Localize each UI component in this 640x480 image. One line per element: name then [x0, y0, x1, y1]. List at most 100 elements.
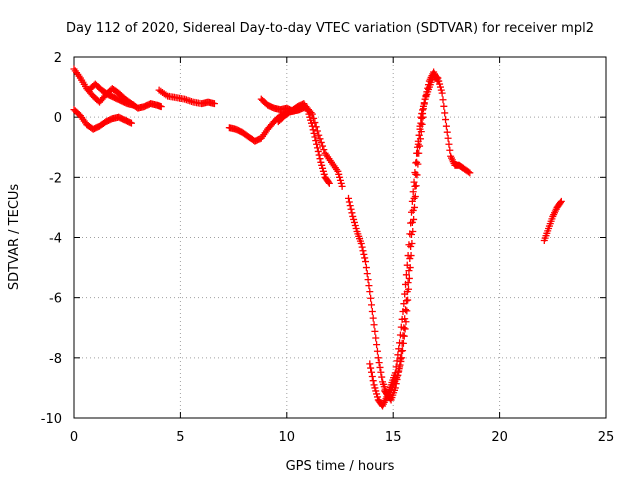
data-point-interpolated [437, 86, 445, 94]
data-point-interpolated [404, 296, 412, 304]
data-point-interpolated [409, 188, 417, 196]
data-point-interpolated [439, 96, 447, 104]
data-point [315, 131, 323, 139]
data-point-interpolated [375, 359, 383, 367]
axis-ticks: 0 5 10 15 20 25 -10 -8 -6 -4 -2 0 2 [41, 51, 615, 445]
data-point [357, 240, 365, 248]
data-point-interpolated [312, 137, 320, 145]
data-point-interpolated [425, 81, 433, 89]
data-point-interpolated [377, 368, 385, 376]
data-point-interpolated [372, 387, 380, 395]
data-point-interpolated [397, 357, 405, 365]
data-point-interpolated [367, 294, 375, 302]
series-arc-4 [155, 86, 218, 108]
data-point-interpolated [396, 331, 404, 339]
x-tick-label: 15 [385, 430, 402, 445]
data-point-interpolated [400, 332, 408, 340]
data-points [70, 65, 565, 410]
data-point-interpolated [317, 138, 325, 146]
data-point [438, 89, 446, 97]
data-point-interpolated [378, 373, 386, 381]
data-point-interpolated [307, 119, 315, 127]
data-point [345, 194, 353, 202]
data-point-interpolated [320, 170, 328, 178]
data-point-interpolated [310, 129, 318, 137]
data-point-interpolated [446, 146, 454, 154]
data-point-interpolated [305, 110, 313, 118]
data-point-interpolated [373, 347, 381, 355]
series-arc-11 [540, 197, 565, 245]
y-tick-label: -8 [49, 352, 62, 367]
data-point [317, 158, 325, 166]
data-point-interpolated [416, 142, 424, 150]
data-point-interpolated [405, 267, 413, 275]
data-point-interpolated [336, 176, 344, 184]
data-point-interpolated [405, 274, 413, 282]
x-tick-label: 0 [70, 430, 78, 445]
data-point [417, 119, 425, 127]
data-point-interpolated [407, 219, 415, 227]
x-tick-label: 10 [279, 430, 296, 445]
data-point-interpolated [436, 83, 444, 91]
data-point-interpolated [371, 384, 379, 392]
data-point-interpolated [347, 205, 355, 213]
y-tick-label: -2 [49, 171, 62, 186]
data-point-interpolated [444, 134, 452, 142]
data-point-interpolated [336, 173, 344, 181]
data-point-interpolated [424, 84, 432, 92]
data-point-interpolated [309, 126, 317, 134]
data-point-interpolated [395, 345, 403, 353]
data-point-interpolated [313, 144, 321, 152]
data-point-interpolated [369, 314, 377, 322]
data-point-interpolated [348, 209, 356, 217]
y-tick-label: -6 [49, 292, 62, 307]
data-point-interpolated [376, 363, 384, 371]
data-point [338, 182, 346, 190]
data-point-interpolated [364, 276, 372, 284]
data-point-interpolated [396, 361, 404, 369]
data-point [127, 119, 135, 127]
data-point-interpolated [394, 368, 402, 376]
data-point [157, 103, 165, 111]
data-point [410, 203, 418, 211]
data-point-interpolated [402, 271, 410, 279]
data-point [349, 212, 357, 220]
data-point [313, 140, 321, 148]
data-point-interpolated [368, 308, 376, 316]
series-arc-2 [70, 106, 135, 133]
data-point-interpolated [414, 160, 422, 168]
data-point-interpolated [350, 218, 358, 226]
data-point [308, 122, 316, 130]
data-point-interpolated [413, 171, 421, 179]
data-point-interpolated [316, 135, 324, 143]
data-point [415, 149, 423, 157]
data-point-interpolated [395, 365, 403, 373]
data-point-interpolated [319, 167, 327, 175]
data-point-interpolated [418, 114, 426, 122]
data-point-interpolated [556, 199, 564, 207]
data-point-interpolated [399, 339, 407, 347]
data-point-interpolated [350, 215, 358, 223]
series-arc-6 [257, 95, 346, 190]
grid-lines [74, 57, 606, 418]
data-point-interpolated [335, 170, 343, 178]
data-point [434, 77, 442, 85]
data-point-interpolated [371, 327, 379, 335]
data-point-interpolated [367, 364, 375, 372]
data-point-interpolated [351, 221, 359, 229]
data-point-interpolated [409, 227, 417, 235]
data-point [325, 179, 333, 187]
data-point-interpolated [368, 372, 376, 380]
x-tick-label: 5 [176, 430, 184, 445]
data-point-interpolated [306, 113, 314, 121]
data-point-interpolated [319, 164, 327, 172]
data-point-interpolated [359, 247, 367, 255]
data-point-interpolated [367, 368, 375, 376]
data-point-interpolated [410, 215, 418, 223]
x-axis-label: GPS time / hours [286, 459, 395, 474]
data-point-interpolated [419, 105, 427, 113]
series-arc-10 [381, 113, 427, 401]
data-point-interpolated [408, 208, 416, 216]
data-point-interpolated [346, 202, 354, 210]
data-point-interpolated [418, 120, 426, 128]
